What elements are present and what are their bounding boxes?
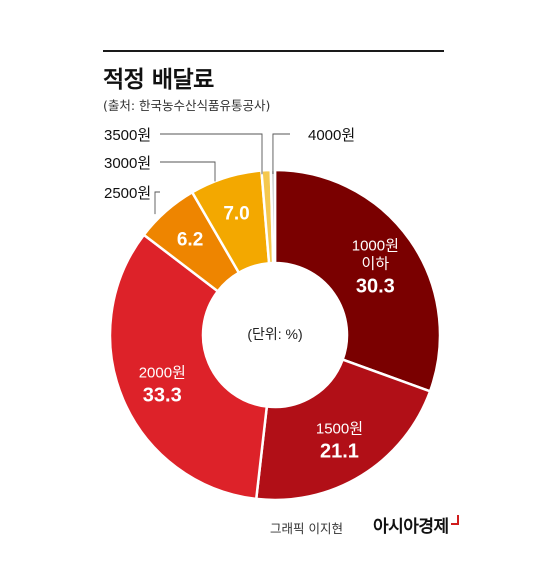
callout-category-label: 3000원 <box>104 155 151 172</box>
slice-value-label: 33.3 <box>143 384 182 406</box>
callout-category-label: 4000원 <box>308 127 355 144</box>
slice-value-label: 30.3 <box>356 276 395 298</box>
slice-4000원 <box>269 168 277 265</box>
slice-category-label: 1500원 <box>316 421 363 438</box>
slice-1500원 <box>254 357 432 502</box>
slice-category-label: 2000원 <box>139 364 186 381</box>
chart-source: (출처: 한국농수산식품유통공사) <box>103 98 271 113</box>
slice-category-label: 이하 <box>362 256 390 273</box>
slice-category-label: 1000원 <box>352 238 399 255</box>
brand-text: 아시아경제 <box>373 517 449 537</box>
slice-2000원 <box>108 233 269 501</box>
callout-leader-line <box>272 133 290 175</box>
callout-category-label: 3500원 <box>104 127 151 144</box>
callout-category-label: 2500원 <box>104 185 151 202</box>
brand-mark-icon <box>450 515 459 526</box>
graphic-credit: 그래픽 이지현 <box>270 521 343 536</box>
slice-value-label: 6.2 <box>177 230 203 251</box>
callout-leader-line <box>154 191 160 215</box>
callout-leader-line <box>160 161 216 182</box>
brand-logo: 아시아경제 <box>373 512 459 537</box>
top-rule <box>103 50 444 52</box>
slice-1000원 <box>273 168 442 393</box>
callout-leader-line <box>160 133 263 175</box>
chart-title: 적정 배달료 <box>103 67 214 93</box>
slice-value-label: 7.0 <box>223 203 249 224</box>
center-unit-label: (단위: %) <box>247 326 302 342</box>
slice-value-label: 21.1 <box>320 441 359 463</box>
